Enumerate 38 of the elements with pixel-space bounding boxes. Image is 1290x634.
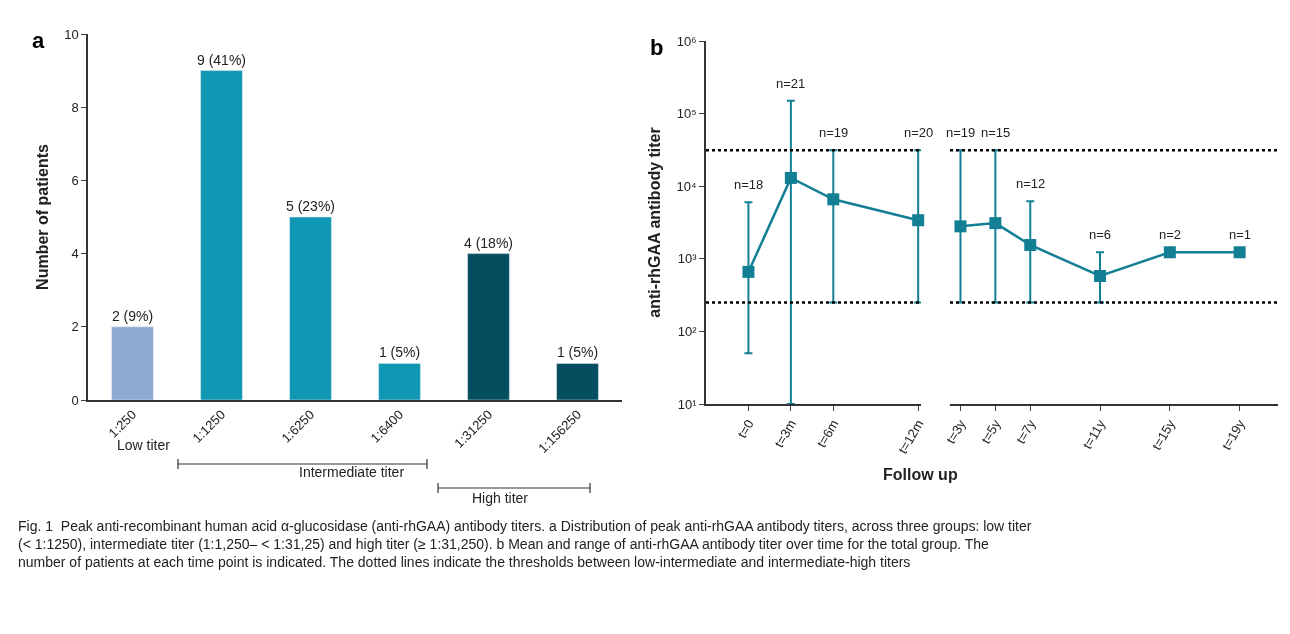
annotation: n=12 bbox=[1016, 176, 1046, 191]
y-tick-label: 10² bbox=[677, 323, 698, 339]
data-label: 4 (18%) bbox=[463, 234, 514, 251]
y-tick-label: 6 bbox=[71, 172, 79, 188]
data-label: 1 (5%) bbox=[556, 344, 599, 361]
data-label: 1 (5%) bbox=[378, 344, 421, 361]
y-tick-label: 10³ bbox=[677, 251, 698, 267]
y-tick-label: 10⁶ bbox=[676, 33, 697, 49]
y-axis-title: anti-rhGAA antibody titer bbox=[646, 127, 663, 318]
x-tick-label: t=0 bbox=[734, 417, 757, 441]
annotation: n=1 bbox=[1229, 227, 1252, 242]
chart-title: a bbox=[32, 28, 45, 53]
data-label: 9 (41%) bbox=[196, 51, 247, 68]
y-axis-title: Number of patients bbox=[33, 144, 51, 290]
annotation: n=2 bbox=[1159, 227, 1182, 242]
caption: Fig. 1 Peak anti-recombinant human acid α-glucosidase (anti-rhGAA) antibody titers. a Distribution of peak anti-rhGAA antibody titers, across three groups: low titer (< 1:1250), intermediate titer (1:1,250– < 1:31,25) and high titer (≥ 1:31,250). b Mean and range of anti-rhGAA antibody titer over time for the total group. The number of patients at each time point is indicated. The dotted lines indicate the thresholds between low-intermediate and intermediate-high titers bbox=[18, 518, 1032, 571]
text: High titer bbox=[472, 490, 529, 506]
y-tick-label: 10 bbox=[64, 26, 79, 42]
annotation: n=15 bbox=[981, 125, 1011, 140]
y-tick-label: 8 bbox=[71, 99, 79, 115]
y-tick-label: 0 bbox=[71, 392, 79, 408]
data-label: 2 (9%) bbox=[111, 307, 154, 324]
annotation: n=21 bbox=[776, 76, 806, 91]
data-label: 5 (23%) bbox=[285, 198, 336, 214]
y-tick-label: 4 bbox=[71, 246, 79, 262]
annotation: n=19 bbox=[946, 125, 976, 140]
chart-title: b bbox=[650, 35, 664, 60]
annotation: n=18 bbox=[734, 177, 764, 192]
text: Intermediate titer bbox=[299, 464, 405, 480]
y-tick-label: 10⁵ bbox=[676, 106, 697, 122]
annotation: n=20 bbox=[904, 125, 934, 140]
y-tick-label: 10⁴ bbox=[676, 178, 697, 194]
annotation: n=19 bbox=[819, 125, 849, 140]
y-tick-label: 2 bbox=[71, 319, 79, 335]
y-tick-label: 10¹ bbox=[677, 396, 698, 412]
annotation: n=6 bbox=[1089, 227, 1112, 242]
text: Low titer bbox=[117, 437, 171, 453]
x-axis-title: Follow up bbox=[883, 466, 958, 483]
